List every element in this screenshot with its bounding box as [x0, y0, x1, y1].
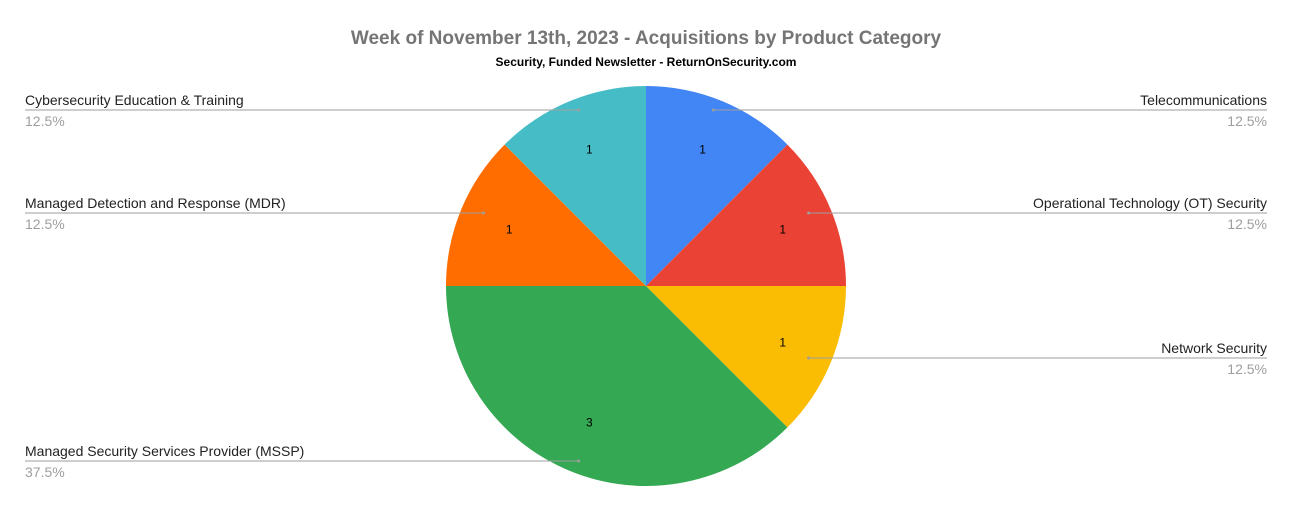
pie-slice: [646, 286, 846, 428]
pie-slice: [446, 286, 788, 486]
slice-value-label: 3: [586, 416, 593, 430]
slice-value-label: 1: [779, 222, 786, 236]
slice-category-label: Operational Technology (OT) Security: [1033, 195, 1267, 211]
pie-slices: [446, 86, 846, 486]
slice-percent-label: 37.5%: [25, 464, 65, 480]
slice-value-label: 1: [586, 142, 593, 156]
slice-percent-label: 12.5%: [1227, 113, 1267, 129]
slice-category-label: Managed Detection and Response (MDR): [25, 195, 286, 211]
pie-labels: 1 Telecommunications 12.5% 1 Operational Tec…: [25, 92, 1267, 480]
pie-slice: [446, 144, 646, 286]
slice-percent-label: 12.5%: [25, 113, 65, 129]
chart-title: Week of November 13th, 2023 - Acquisitio…: [351, 28, 942, 49]
pie-slice: [504, 86, 646, 286]
slice-category-label: Managed Security Services Provider (MSSP…: [25, 443, 304, 459]
chart-subtitle: Security, Funded Newsletter - ReturnOnSe…: [496, 55, 797, 69]
slice-percent-label: 12.5%: [1227, 361, 1267, 377]
pie-slice: [646, 86, 788, 286]
slice-category-label: Network Security: [1161, 340, 1267, 356]
pie-slice: [646, 144, 846, 286]
slice-percent-label: 12.5%: [1227, 216, 1267, 232]
slice-value-label: 1: [699, 142, 706, 156]
slice-value-label: 1: [506, 222, 513, 236]
slice-percent-label: 12.5%: [25, 216, 65, 232]
slice-category-label: Telecommunications: [1140, 92, 1267, 108]
slice-category-label: Cybersecurity Education & Training: [25, 92, 244, 108]
slice-value-label: 1: [779, 336, 786, 350]
